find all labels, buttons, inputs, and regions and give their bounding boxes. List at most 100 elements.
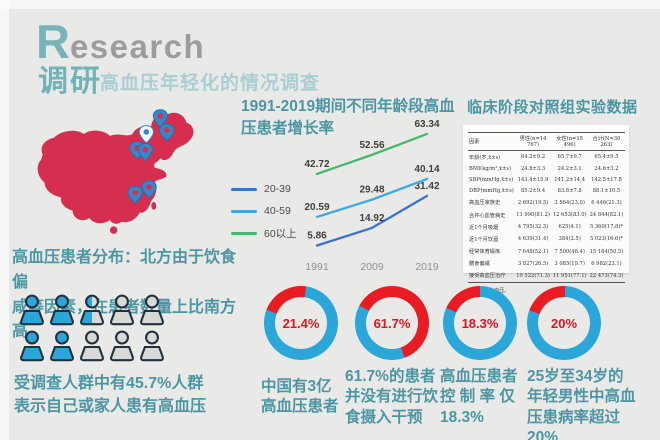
data-point-label: 52.56 [359,140,384,151]
table-row: 接受高血压治疗 10 522(71.3) 11 951(77.1) 22 473(74… [468,269,625,284]
china-map [14,106,232,246]
table-cell: 24 844(82.1) [589,212,624,219]
table-cell: 近1个月吸烟 [469,224,499,231]
table-row: 年龄(岁,x̄±s) 64.2±9.2 65.7±9.7 65.4±9.5 [468,151,625,164]
person-icon [110,330,134,362]
table-cell: 7 500(48.4) [554,248,585,255]
person-icon [50,330,74,362]
table-row: 近1个月饮酒 4 639(31.4) 384(2.5) 5 023(16.6)* [468,233,625,245]
table-cell: 4 639(31.4) [517,236,549,243]
table-cell: 65.7±9.7 [557,154,582,161]
table-header-cell: 女性(n=15 496) [551,132,588,151]
table-row: 经常体育锻炼 7 648(52.1) 7 500(48.4) 15 184(50.5) [468,246,625,258]
person-icon [50,294,74,326]
table-cell: 11 990(81.2) [516,212,550,219]
table-cell: 83.8±7.8 [557,188,582,195]
location-pin-icon [127,185,143,205]
donut-caption: 61.7%的患者 并没有进行饮 食摄入干预 [345,368,439,426]
donut-percent-label: 20% [550,315,578,331]
table-title: 临床阶段对照组实验数据 [467,99,638,116]
data-point-label: 63.34 [414,119,439,130]
data-point-label: 5.86 [307,231,327,242]
chart-title: 1991-2019期间不同年龄段高血 压患者增长率 [241,98,455,137]
person-icon [80,330,104,362]
donut-percent-label: 61.7% [373,315,411,331]
donut-chart: 20% [527,286,601,360]
table-cell: 4 795(32.5) [517,224,549,231]
x-axis-tick-label: 1991 [305,261,329,273]
table-cell: 11 951(77.1) [551,269,588,284]
person-icon [140,330,164,362]
table-row: SBP(mmHg,x̄±s) 143.4±15.9 141.2±14.4 142.5±… [468,174,625,185]
table-row: DBP(mmHg,x̄±s) 85.2±9.4 83.8±7.8 88.1±10.5 [468,186,625,197]
location-pin-icon [137,142,153,162]
table-cell: 384(2.5) [558,236,581,243]
table-cell: 3 827(26.5) [517,260,549,267]
table-cell: 6 982(23.1) [591,260,622,267]
donut-caption: 中国有3亿 高血压患者 [261,378,339,416]
table-row: 近1个月吸烟 4 795(32.5) 625(4.1) 5 360(17.8)* [468,221,625,233]
table-cell: 85.2±9.4 [520,188,546,195]
map-pins-group [127,109,175,205]
china-map-shape [37,112,194,224]
donut-chart: 18.3% [443,286,517,360]
data-point-label: 42.72 [304,159,329,170]
table-cell: 10 522(71.3) [514,269,552,284]
clinical-table-panel: 因素 男性(n=14 767) 女性(n=15 496) 合计(N=30 263) 年龄… [463,125,629,294]
donut-percent-label: 21.4% [282,315,320,331]
data-point-label: 14.92 [359,213,384,224]
line-chart: 5.86 14.92 31.42 20.59 29.48 40.14 42.72 52.56 6… [304,119,439,273]
legend-item: 40-59 [231,200,297,222]
data-point-label: 29.48 [359,185,384,196]
top-edge-highlight [0,0,660,9]
legend-swatch [231,187,257,191]
table-cell: 近1个月饮酒 [469,236,499,243]
legend-label: 40-59 [264,205,291,217]
table-row: 高血压家族史 2 692(19.5) 3 564(23.0) 6 446(21.3) [468,197,625,209]
people-pictograph [18,294,168,364]
donut-caption: 高血压患者 控 制 率 仅 18.3% [440,368,518,426]
left-edge-highlight [0,0,9,440]
donut-caption: 25岁至34岁的 年轻男性中高血 压患病率超过 20% [527,368,636,440]
table-cell: 141.2±14.4 [554,176,586,183]
table-cell: 合并心血管病史 [469,212,506,219]
table-row: BMI(kg/m²,x̄±s) 24.8±3.3 24.2±3.1 24.6±3.2 [468,163,625,174]
legend-swatch [231,209,257,213]
donut-chart: 61.7% [355,286,429,360]
table-cell: 高血压家族史 [469,200,501,207]
person-icon [110,294,134,326]
clinical-table: 因素 男性(n=14 767) 女性(n=15 496) 合计(N=30 263) 年龄… [468,132,625,284]
table-cell: 24.8±3.3 [520,165,546,172]
table-cell: 143.4±15.9 [517,176,549,183]
x-axis-tick-label: 2009 [360,261,384,273]
table-row: 膳食偏咸 3 827(26.5) 3 085(19.7) 6 982(23.1) [468,258,625,270]
china-map-svg [37,109,194,234]
table-cell: 接受高血压治疗 [468,269,515,284]
x-axis-tick-label: 2019 [415,261,439,273]
legend-label: 20-39 [264,183,291,195]
legend-swatch [231,231,257,235]
person-icon [140,294,164,326]
table-cell: 12 653(83.0) [552,212,587,219]
table-cell: 2 692(19.5) [517,199,549,206]
page-title-rest: esearch [69,28,206,65]
person-icon [20,294,44,326]
table-cell: 6 446(21.3) [591,199,622,206]
table-cell: DBP(mmHg,x̄±s) [469,188,514,195]
page-title-chinese: 调研 [38,65,102,98]
table-cell: 3 564(23.0) [554,199,585,206]
person-icon [20,330,44,362]
table-cell: 24.6±3.2 [594,165,619,172]
table-cell: 年龄(岁,x̄±s) [469,154,501,161]
legend-item: 20-39 [231,178,297,200]
table-cell: 142.5±17.8 [591,176,622,183]
table-cell: 7 648(52.1) [517,248,549,255]
survey-caption: 受调查人群中有45.7%人群 表示自己或家人患有高血压 [14,375,207,416]
location-pin-icon [159,123,175,142]
table-cell: BMI(kg/m²,x̄±s) [469,165,512,172]
page-title-initial: R [36,15,70,68]
table-header-row: 因素 男性(n=14 767) 女性(n=15 496) 合计(N=30 263) [468,132,625,151]
table-cell: 膳食偏咸 [469,261,490,268]
table-header-cell: 男性(n=14 767) [514,132,552,151]
